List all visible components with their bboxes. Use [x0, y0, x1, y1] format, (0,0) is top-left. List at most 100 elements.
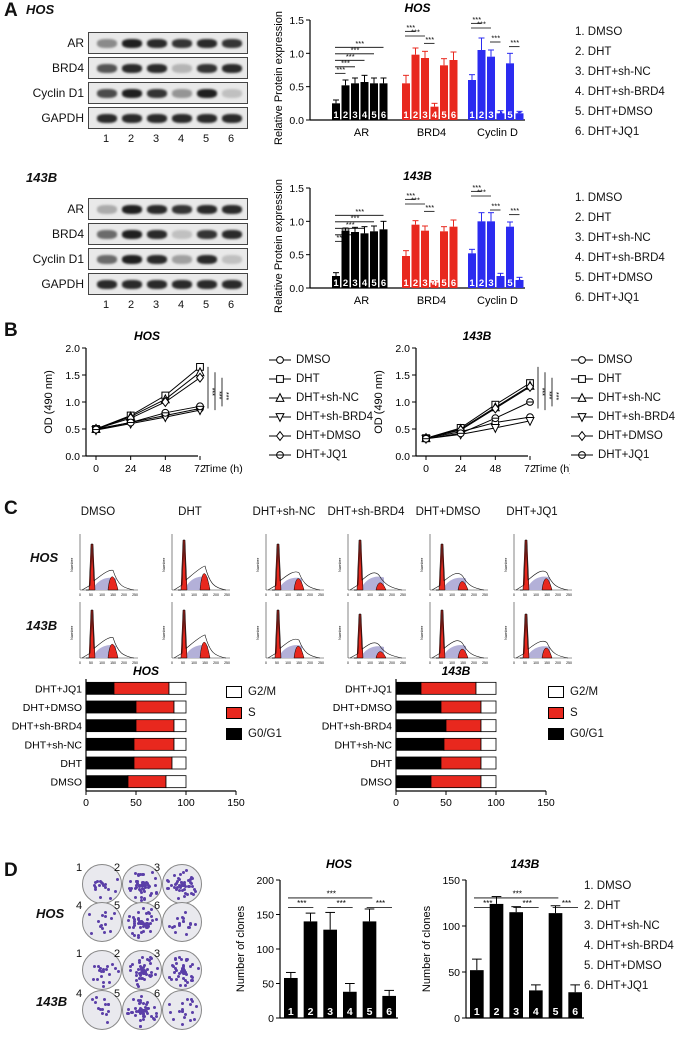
bar-number: 4: [498, 278, 504, 289]
bar: [477, 221, 486, 288]
category-label: DHT: [370, 758, 392, 770]
hist-tick: 100: [285, 661, 291, 665]
colony-dot: [185, 981, 189, 985]
hist-tick: 0: [429, 593, 431, 597]
blot-band: [222, 64, 242, 73]
colony-dot: [134, 970, 138, 974]
lane-number: 1: [102, 299, 110, 311]
stacked-segment: [113, 681, 170, 695]
legend-swatch: [226, 686, 242, 698]
x-tick-label: 50: [130, 797, 142, 809]
culture-dish: [162, 864, 202, 904]
colony-dot: [184, 1012, 188, 1016]
blot-band: [122, 205, 142, 214]
blot-strip: [88, 57, 248, 79]
sig-stars: ***: [355, 39, 364, 48]
bar-number: 3: [352, 110, 357, 121]
legend-marker: [571, 451, 593, 459]
bar-number: 6: [381, 110, 386, 121]
colony-dot: [183, 887, 187, 891]
sig-stars: ***: [477, 188, 486, 197]
x-tick-label: 0: [393, 797, 399, 809]
bar: [509, 912, 523, 1018]
stacked-segment: [480, 775, 497, 789]
colony-dot: [190, 877, 194, 881]
stacked-segment: [85, 681, 115, 695]
dish-number: 2: [114, 862, 121, 874]
data-point: [525, 417, 535, 427]
colony-dot: [153, 884, 157, 888]
blot-band: [147, 64, 167, 73]
colony-dot: [145, 912, 149, 916]
blot-band: [197, 64, 217, 73]
hist-tick: 0: [171, 593, 173, 597]
colony-dot: [173, 957, 177, 961]
sig-stars: ***: [491, 34, 500, 43]
colony-dot: [153, 972, 157, 976]
colony-dot: [95, 977, 99, 981]
colony-dot: [147, 959, 151, 963]
panel-label-d: D: [4, 860, 18, 881]
legend-label: G0/G1: [248, 728, 282, 741]
bar: [496, 276, 505, 288]
colony-dot: [136, 935, 140, 939]
colony-dot: [137, 884, 141, 888]
series-line: [425, 416, 531, 439]
colony-dot: [135, 978, 139, 982]
bar: [341, 230, 350, 288]
blot-band: [97, 39, 117, 48]
category-label: DHT+DMSO: [23, 702, 82, 714]
colony-dot: [146, 967, 150, 971]
chart-title: 143B: [511, 857, 540, 871]
colony-dot: [190, 885, 194, 889]
blot-band: [122, 89, 142, 98]
colony-dot: [107, 973, 111, 977]
data-point: [275, 392, 285, 402]
colony-dot: [103, 915, 107, 919]
bar-number: 6: [517, 278, 522, 289]
colony-dot: [189, 998, 193, 1001]
flow-column-header: DHT+sh-BRD4: [327, 506, 405, 518]
stacked-segment: [85, 756, 135, 770]
colony-dot: [98, 1008, 102, 1012]
hist-tick: 200: [121, 661, 127, 665]
colony-dot: [97, 969, 101, 973]
bar: [370, 83, 378, 120]
legend-entry: 1. DMSO: [575, 26, 623, 38]
bar: [351, 232, 359, 288]
bar: [449, 226, 458, 288]
hist-g2-peak: [293, 645, 305, 659]
bar: [323, 929, 337, 1018]
legend-entry: DHT+DMSO: [570, 430, 663, 442]
bar-number: 3: [513, 1006, 519, 1018]
colony-dot: [182, 1016, 186, 1020]
blot-band: [147, 205, 167, 214]
bar-number: 4: [533, 1006, 539, 1018]
bar: [360, 82, 369, 120]
colony-dot: [177, 878, 181, 882]
blot-band: [172, 64, 192, 73]
x-tick-label: 24: [125, 463, 137, 475]
colony-dot: [110, 963, 114, 967]
hist-axis-label: Number: [69, 625, 74, 640]
hist-tick: 50: [181, 593, 185, 597]
culture-dish: [122, 902, 162, 942]
hist-tick: 200: [307, 661, 313, 665]
lane-number: 4: [177, 133, 185, 145]
hist-tick: 150: [460, 593, 466, 597]
hist-axis-label: Number: [419, 557, 424, 572]
blot-band: [197, 114, 217, 123]
bar: [468, 253, 476, 288]
hist-tick: 250: [132, 593, 138, 597]
colony-dot: [148, 911, 152, 915]
legend-label: DHT: [296, 373, 320, 386]
flow-histogram: Number 0 50 100 150 200 250: [419, 602, 488, 665]
blot-band: [172, 230, 192, 239]
series-line: [425, 420, 531, 440]
y-tick-label: 1.0: [289, 216, 304, 228]
colony-dot: [150, 1014, 153, 1018]
culture-dish: [162, 902, 202, 942]
blot-band: [122, 255, 142, 264]
